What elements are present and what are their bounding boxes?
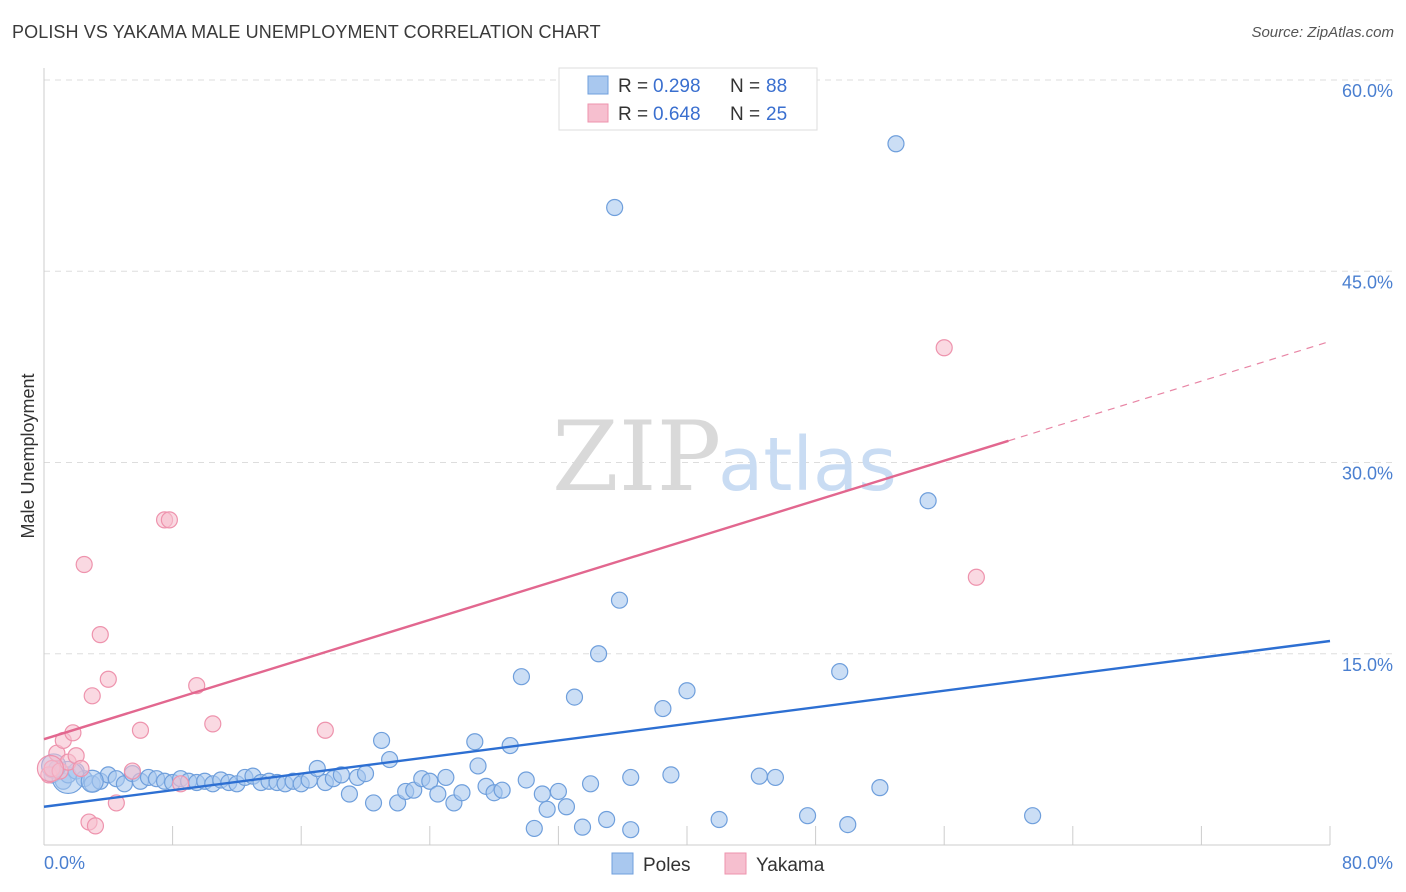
trendline-poles (43, 639, 1331, 808)
bottom-legend-label-yakama: Yakama (756, 855, 825, 876)
point-poles (678, 682, 696, 700)
legend: R = 0.298 N = 88 R = 0.648 N = 25 (558, 67, 818, 131)
point-yakama (935, 339, 953, 357)
point-yakama (123, 762, 142, 780)
point-yakama (86, 817, 105, 835)
y-tick-label: 30.0% (1342, 464, 1393, 484)
point-poles (766, 768, 785, 787)
trendlines (43, 340, 1331, 808)
y-tick-labels: 15.0% 30.0% 45.0% 60.0% (1342, 81, 1393, 675)
legend-swatch-poles (587, 75, 609, 95)
point-poles-cluster (80, 769, 104, 793)
point-poles (662, 766, 680, 784)
legend-r-value-poles: 0.298 (653, 76, 701, 97)
chart-title: POLISH VS YAKAMA MALE UNEMPLOYMENT CORRE… (12, 22, 601, 42)
point-poles (887, 135, 905, 153)
legend-r-label-poles: R = (618, 76, 648, 97)
watermark-zip: ZIP (552, 401, 721, 513)
point-yakama (75, 555, 93, 574)
gridlines (44, 79, 1393, 655)
point-yakama (91, 626, 109, 644)
point-poles (340, 785, 359, 803)
x-tick-label-max: 80.0% (1342, 853, 1393, 873)
legend-n-value-yakama: 25 (766, 104, 787, 125)
bottom-legend: Poles Yakama (611, 852, 825, 876)
point-poles (598, 810, 616, 829)
point-poles (654, 699, 672, 718)
point-poles (466, 733, 484, 751)
point-yakama (131, 721, 150, 739)
point-poles (1024, 807, 1042, 825)
point-poles (533, 785, 551, 803)
bottom-legend-swatch-yakama (724, 852, 747, 875)
bottom-legend-swatch-poles (611, 852, 634, 875)
point-poles (622, 821, 640, 839)
legend-n-label-yakama: N = (730, 104, 760, 125)
point-poles (549, 782, 568, 801)
point-poles (421, 772, 439, 790)
bottom-legend-label-poles: Poles (643, 855, 691, 876)
point-yakama (204, 715, 222, 733)
legend-r-label-yakama: R = (618, 104, 648, 125)
legend-n-value-poles: 88 (766, 76, 787, 97)
point-yakama (83, 687, 101, 705)
point-poles (573, 818, 592, 836)
point-poles (356, 764, 375, 783)
point-poles (381, 750, 399, 769)
y-tick-label: 15.0% (1342, 655, 1393, 675)
point-poles (308, 759, 326, 778)
source-credit: Source: ZipAtlas.com (1251, 24, 1394, 41)
point-poles (525, 819, 543, 838)
point-poles (610, 591, 629, 609)
y-tick-label: 60.0% (1342, 81, 1393, 101)
point-poles (437, 768, 455, 787)
legend-r-value-yakama: 0.648 (653, 104, 701, 125)
point-poles (750, 767, 768, 785)
legend-n-label-poles: N = (730, 76, 760, 97)
point-poles (453, 784, 471, 802)
point-yakama (316, 721, 334, 739)
point-poles (557, 798, 576, 816)
point-poles (798, 807, 817, 825)
point-poles (919, 492, 937, 510)
point-poles (871, 779, 889, 797)
point-poles (364, 794, 383, 812)
point-poles (538, 800, 556, 818)
point-poles (710, 810, 728, 829)
y-axis-title: Male Unemployment (18, 373, 38, 538)
point-poles (493, 781, 511, 799)
point-poles (622, 768, 640, 787)
trendline-yakama-extension (1008, 340, 1331, 442)
point-poles (469, 757, 487, 775)
point-yakama (99, 670, 117, 688)
point-poles (372, 731, 391, 750)
watermark-atlas: atlas (718, 422, 897, 508)
point-poles (606, 198, 624, 217)
point-poles (589, 645, 608, 663)
legend-swatch-yakama (587, 103, 609, 123)
point-poles (565, 688, 584, 706)
point-yakama (160, 511, 178, 529)
point-poles (429, 785, 447, 803)
point-poles (839, 815, 857, 834)
trendline-yakama (43, 439, 1009, 741)
series-yakama (36, 339, 985, 835)
point-poles (517, 771, 535, 789)
point-yakama (967, 568, 985, 586)
x-tick-label-min: 0.0% (44, 853, 85, 873)
point-poles (581, 775, 600, 793)
point-poles (831, 662, 849, 681)
point-poles (512, 668, 531, 686)
y-tick-label: 45.0% (1342, 272, 1393, 292)
x-ticks (172, 826, 1331, 845)
point-yakama (72, 759, 90, 778)
point-yakama-cluster (36, 754, 65, 783)
